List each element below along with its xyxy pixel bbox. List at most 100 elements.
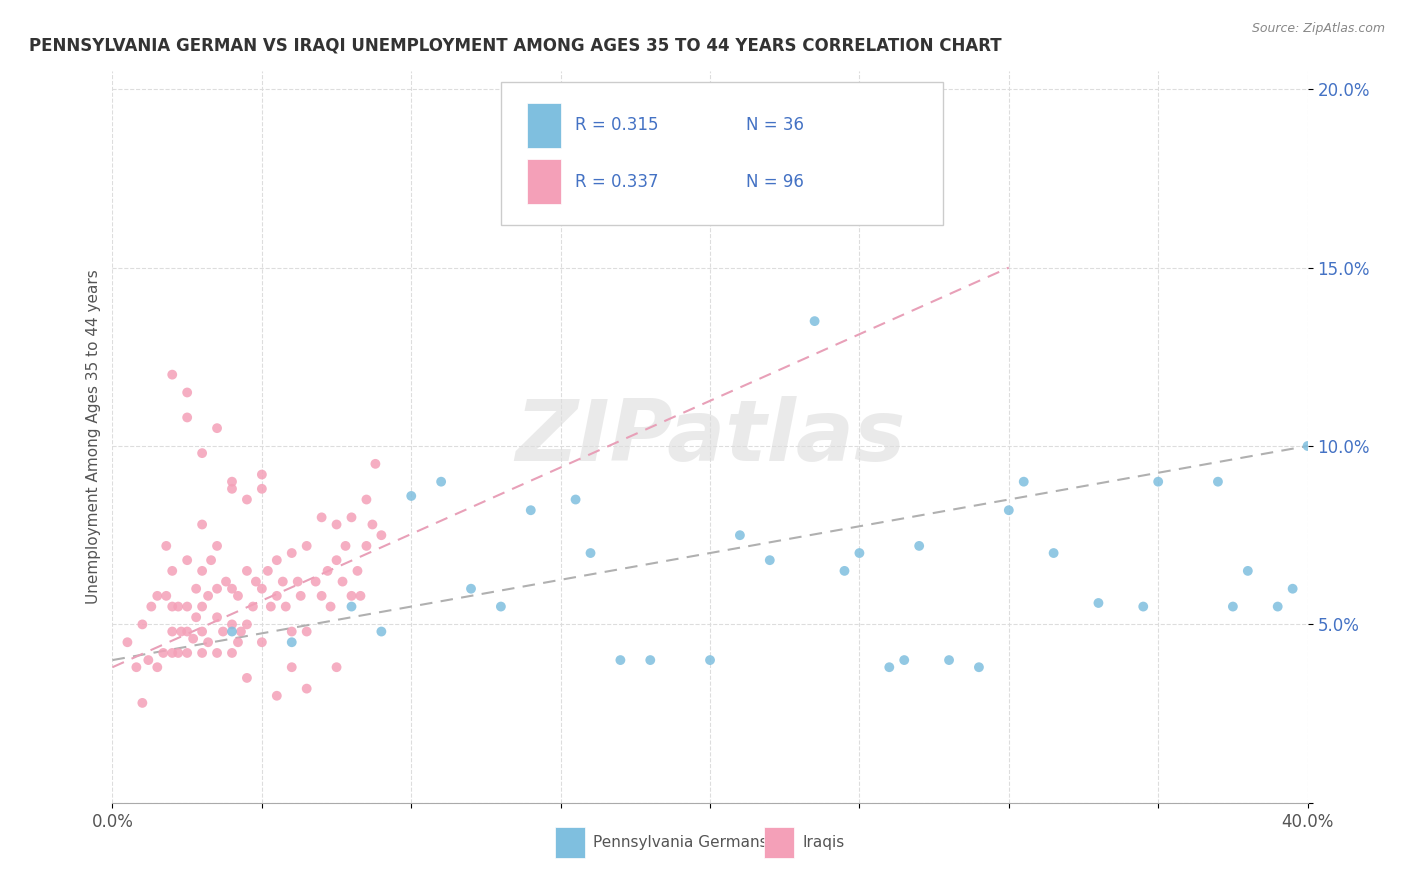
Point [640,653,662,667]
Point [260,599,283,614]
Point [181,632,204,646]
Point [1042,546,1064,560]
FancyBboxPatch shape [527,103,561,148]
Point [146,589,169,603]
Point [346,564,368,578]
Point [356,539,378,553]
Point [215,574,238,589]
Point [205,539,228,553]
Point [295,624,318,639]
Point [141,599,163,614]
Point [125,660,148,674]
Point [430,475,453,489]
Point [520,503,543,517]
Point [1296,439,1319,453]
Point [489,599,512,614]
Point [191,624,214,639]
Point [176,624,198,639]
Text: PENNSYLVANIA GERMAN VS IRAQI UNEMPLOYMENT AMONG AGES 35 TO 44 YEARS CORRELATION : PENNSYLVANIA GERMAN VS IRAQI UNEMPLOYMEN… [28,37,1001,54]
Point [281,546,304,560]
Point [266,689,288,703]
Point [250,635,273,649]
Point [152,646,174,660]
Point [197,635,219,649]
Point [356,492,378,507]
Point [579,546,602,560]
Point [998,503,1021,517]
Point [281,635,304,649]
Point [370,624,392,639]
Point [221,582,243,596]
Point [236,564,259,578]
Point [370,528,392,542]
Point [908,539,931,553]
Point [155,589,177,603]
Point [332,574,354,589]
Point [229,624,252,639]
Point [281,660,304,674]
Point [242,599,264,614]
Point [138,653,160,667]
Point [146,660,169,674]
Point [295,539,318,553]
Point [205,582,228,596]
Point [191,646,214,660]
Point [1087,596,1109,610]
Y-axis label: Unemployment Among Ages 35 to 44 years: Unemployment Among Ages 35 to 44 years [86,269,101,605]
Point [311,589,333,603]
Point [287,574,309,589]
Point [176,646,198,660]
Point [221,646,243,660]
Point [191,517,214,532]
Point [257,564,280,578]
Point [1267,599,1289,614]
FancyBboxPatch shape [554,827,585,858]
Point [305,574,328,589]
Point [564,492,586,507]
Text: N = 96: N = 96 [747,173,804,191]
Point [848,546,870,560]
Point [167,599,190,614]
Point [1237,564,1260,578]
Point [117,635,139,649]
Text: N = 36: N = 36 [747,117,804,135]
Point [290,589,312,603]
Point [176,410,198,425]
Point [759,553,782,567]
Point [281,624,304,639]
Point [1281,582,1303,596]
Point [1147,475,1170,489]
Point [266,553,288,567]
Point [340,589,363,603]
FancyBboxPatch shape [763,827,794,858]
Point [155,539,177,553]
Point [316,564,339,578]
Point [250,467,273,482]
Point [176,553,198,567]
Point [460,582,482,596]
Text: R = 0.337: R = 0.337 [575,173,658,191]
Point [325,517,347,532]
Point [728,528,751,542]
Point [170,624,193,639]
Point [311,510,333,524]
Point [609,653,631,667]
Text: Pennsylvania Germans: Pennsylvania Germans [593,835,768,850]
Text: Iraqis: Iraqis [801,835,844,850]
Point [221,624,243,639]
Point [250,482,273,496]
Point [325,553,347,567]
Point [295,681,318,696]
Point [131,696,153,710]
FancyBboxPatch shape [501,82,943,225]
Point [834,564,856,578]
Point [186,582,208,596]
Point [335,539,357,553]
Point [221,482,243,496]
Point [364,457,387,471]
Point [271,574,294,589]
Point [191,564,214,578]
Point [879,660,901,674]
Point [266,589,288,603]
Point [226,635,249,649]
